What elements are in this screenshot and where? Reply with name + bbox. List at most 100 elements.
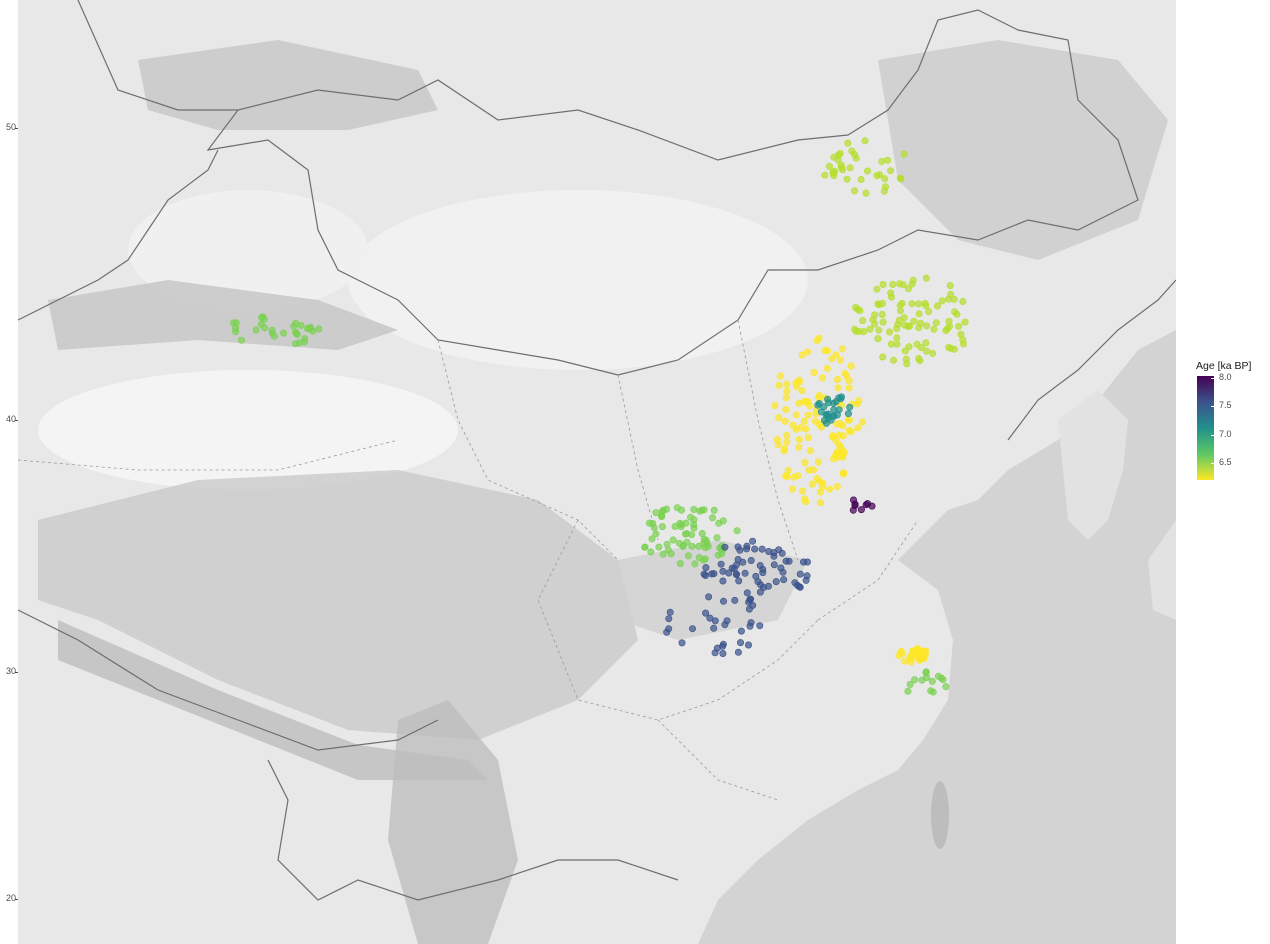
site-point <box>939 676 947 684</box>
site-point <box>773 435 781 443</box>
site-point <box>719 517 727 525</box>
site-point <box>800 417 808 425</box>
site-point <box>929 688 937 696</box>
site-point <box>847 362 855 370</box>
site-point <box>688 542 696 550</box>
site-point <box>923 322 931 330</box>
site-point <box>860 328 868 336</box>
site-point <box>751 545 759 553</box>
site-point <box>834 384 842 392</box>
site-point <box>904 687 912 695</box>
site-point <box>798 386 806 394</box>
site-point <box>841 369 849 377</box>
site-point <box>897 175 905 183</box>
site-point <box>884 156 892 164</box>
site-point <box>789 485 797 493</box>
site-point <box>736 639 744 647</box>
site-point <box>801 459 809 467</box>
site-point <box>679 542 687 550</box>
site-point <box>911 676 919 684</box>
site-point <box>844 410 852 418</box>
site-point <box>758 545 766 553</box>
site-point <box>775 546 783 554</box>
site-point <box>901 321 909 329</box>
site-point <box>771 401 779 409</box>
border-mongolia <box>206 9 1139 376</box>
site-point <box>881 175 889 183</box>
site-point <box>844 139 852 147</box>
border-himalaya <box>18 609 439 751</box>
site-point <box>702 609 710 617</box>
site-point <box>723 617 731 625</box>
site-point <box>701 544 709 552</box>
site-point <box>879 353 887 361</box>
site-point <box>770 561 778 569</box>
site-point <box>898 299 906 307</box>
site-point <box>942 683 950 691</box>
site-point <box>923 673 931 681</box>
site-point <box>808 480 816 488</box>
site-point <box>837 356 845 364</box>
site-point <box>913 340 921 348</box>
site-point <box>847 428 855 436</box>
site-point <box>784 466 792 474</box>
legend-tickmark-6-5 <box>1211 463 1215 464</box>
site-point <box>743 542 751 550</box>
site-point <box>792 425 800 433</box>
site-point <box>889 280 897 288</box>
site-point <box>813 474 821 482</box>
site-point <box>780 576 788 584</box>
site-point <box>857 176 865 184</box>
site-point <box>688 625 696 633</box>
site-point <box>922 339 930 347</box>
site-point <box>669 536 677 544</box>
site-point <box>819 479 827 487</box>
y-axis-tick-50 <box>15 128 18 129</box>
site-point <box>781 417 789 425</box>
site-point <box>817 408 825 416</box>
site-point <box>887 167 895 175</box>
site-point <box>783 431 791 439</box>
site-point <box>678 639 686 647</box>
site-point <box>695 554 703 562</box>
site-point <box>929 349 937 357</box>
site-point <box>821 346 829 354</box>
legend-tickmark-8 <box>1211 378 1215 379</box>
color-legend: Age [ka BP] 8.0 7.5 7.0 6.5 <box>1196 360 1270 480</box>
map-panel[interactable] <box>18 0 1176 944</box>
site-point <box>238 336 246 344</box>
site-point <box>719 649 727 657</box>
site-point <box>887 293 895 301</box>
site-point <box>652 530 660 538</box>
site-point <box>831 167 839 175</box>
border-russia-north <box>77 0 238 111</box>
site-point <box>886 328 894 336</box>
korea-land <box>1058 390 1128 540</box>
site-point <box>849 496 857 504</box>
site-point <box>230 319 238 327</box>
site-point <box>804 433 812 441</box>
site-point <box>796 570 804 578</box>
site-point <box>783 387 791 395</box>
site-point <box>878 299 886 307</box>
site-point <box>878 310 886 318</box>
site-point <box>814 401 822 409</box>
site-point <box>671 522 679 530</box>
site-point <box>955 322 963 330</box>
site-point <box>835 431 843 439</box>
site-point <box>834 156 842 164</box>
site-point <box>741 569 749 577</box>
site-point <box>824 395 832 403</box>
site-point <box>794 472 802 480</box>
site-point <box>714 551 722 559</box>
site-point <box>690 505 698 513</box>
site-point <box>845 384 853 392</box>
site-point <box>700 570 708 578</box>
taiwan-land <box>931 781 949 849</box>
site-point <box>917 319 925 327</box>
site-point <box>840 469 848 477</box>
site-point <box>844 416 852 424</box>
site-point <box>915 300 923 308</box>
site-point <box>875 326 883 334</box>
site-point <box>711 617 719 625</box>
